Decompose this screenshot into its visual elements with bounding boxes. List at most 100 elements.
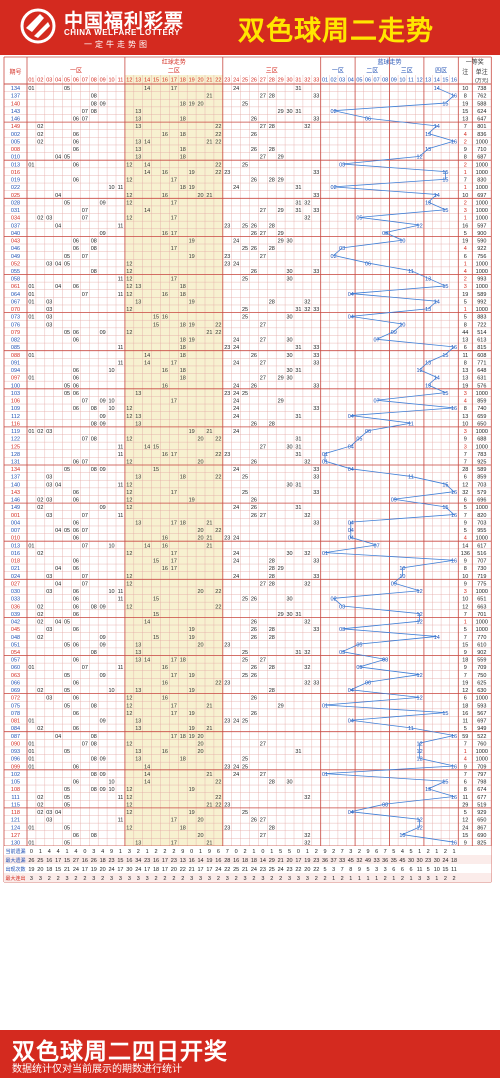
prize-count-cell: 12 xyxy=(462,818,468,824)
prize-amount-cell: 760 xyxy=(477,741,486,747)
red-ball-number: 22 xyxy=(215,322,221,328)
red-ball-number: 25 xyxy=(242,162,248,168)
red-ball-number: 32 xyxy=(304,841,310,847)
prize-count-cell: 5 xyxy=(464,627,467,633)
red-ball-number: 12 xyxy=(126,505,132,511)
stats-red-value: 14 xyxy=(197,858,203,864)
red-ball-number: 12 xyxy=(126,460,132,466)
red-ball-number: 14 xyxy=(144,658,150,664)
red-ball-number: 05 xyxy=(64,620,70,626)
blue-ball-number: 05 xyxy=(356,665,362,671)
prize-amount-cell: 1000 xyxy=(476,261,488,267)
stats-red-value: 2 xyxy=(155,849,158,855)
red-number-header: 19 xyxy=(189,78,195,84)
red-ball-number: 26 xyxy=(251,117,257,123)
prize-count-cell: 3 xyxy=(464,444,467,450)
period-cell: 087 xyxy=(11,734,20,740)
stats-red-value: 16 xyxy=(126,858,132,864)
red-ball-number: 12 xyxy=(126,307,132,313)
red-ball-number: 24 xyxy=(233,86,239,92)
red-ball-number: 09 xyxy=(100,231,106,237)
red-ball-number: 12 xyxy=(126,696,132,702)
red-ball-number: 18 xyxy=(180,338,186,344)
red-ball-number: 13 xyxy=(135,520,141,526)
red-ball-number: 17 xyxy=(171,559,177,565)
stats-red-value: 2 xyxy=(270,876,273,882)
red-ball-number: 09 xyxy=(100,642,106,648)
prize-count-cell: 1 xyxy=(464,307,467,313)
blue-ball-number: 12 xyxy=(417,589,423,595)
stats-red-value: 2 xyxy=(279,876,282,882)
prize-count-cell: 9 xyxy=(464,650,467,656)
red-ball-number: 07 xyxy=(82,543,88,549)
red-ball-number: 33 xyxy=(313,307,319,313)
prize-count-cell: 3 xyxy=(464,589,467,595)
red-ball-number: 01 xyxy=(28,86,34,92)
stats-blue-value: 7 xyxy=(384,849,387,855)
red-ball-number: 29 xyxy=(278,239,284,245)
prize-amount-cell: 859 xyxy=(477,475,486,481)
red-ball-number: 05 xyxy=(64,795,70,801)
stats-red-value: 18 xyxy=(153,867,159,873)
blue-number-header: 16 xyxy=(451,78,457,84)
blue-ball-number: 16 xyxy=(451,490,457,496)
red-ball-number: 18 xyxy=(180,117,186,123)
blue-number-header: 14 xyxy=(434,78,440,84)
red-ball-number: 11 xyxy=(118,223,124,229)
period-cell: 045 xyxy=(11,627,20,633)
stats-red-value: 22 xyxy=(313,867,319,873)
red-ball-number: 28 xyxy=(269,246,275,252)
red-ball-number: 22 xyxy=(215,795,221,801)
stats-red-value: 9 xyxy=(208,849,211,855)
blue-trend-header: 蓝球走势 xyxy=(377,58,401,66)
stats-blue-value: 5 xyxy=(427,867,430,873)
red-ball-number: 26 xyxy=(251,421,257,427)
red-ball-number: 24 xyxy=(233,429,239,435)
period-cell: 072 xyxy=(11,696,20,702)
red-ball-number: 15 xyxy=(153,322,159,328)
prize-count-cell: 6 xyxy=(464,475,467,481)
red-ball-number: 12 xyxy=(126,292,132,298)
prize-count-cell: 5 xyxy=(464,299,467,305)
red-ball-number: 20 xyxy=(197,741,203,747)
stats-blue-value: 2 xyxy=(358,849,361,855)
blue-ball-number: 01 xyxy=(322,772,328,778)
red-ball-number: 18 xyxy=(180,132,186,138)
stats-blue-value: 2 xyxy=(384,876,387,882)
period-cell: 079 xyxy=(11,330,20,336)
prize-count-cell: 18 xyxy=(462,658,468,664)
red-ball-number: 28 xyxy=(269,124,275,130)
red-number-header: 04 xyxy=(55,78,61,84)
red-ball-number: 19 xyxy=(189,673,195,679)
red-ball-number: 18 xyxy=(180,284,186,290)
red-ball-number: 21 xyxy=(206,841,212,847)
stats-blue-value: 6 xyxy=(409,867,412,873)
red-ball-number: 07 xyxy=(82,665,88,671)
period-cell: 134 xyxy=(11,467,20,473)
period-cell: 093 xyxy=(11,749,20,755)
stats-red-value: 26 xyxy=(28,858,34,864)
prize-count-cell: 4 xyxy=(464,246,467,252)
stats-red-value: 2 xyxy=(181,876,184,882)
red-ball-number: 15 xyxy=(153,444,159,450)
period-cell: 069 xyxy=(11,688,20,694)
red-ball-number: 13 xyxy=(135,688,141,694)
period-cell: 031 xyxy=(11,208,20,214)
red-ball-number: 19 xyxy=(189,185,195,191)
red-ball-number: 03 xyxy=(46,307,52,313)
red-ball-number: 01 xyxy=(28,741,34,747)
period-cell: 143 xyxy=(11,490,20,496)
red-ball-number: 30 xyxy=(286,338,292,344)
red-ball-number: 17 xyxy=(171,490,177,496)
red-ball-number: 27 xyxy=(260,444,266,450)
red-ball-number: 20 xyxy=(197,437,203,443)
prize-count-cell: 6 xyxy=(464,345,467,351)
red-ball-number: 22 xyxy=(215,437,221,443)
prize-amount-cell: 922 xyxy=(477,246,486,252)
red-ball-number: 31 xyxy=(295,185,301,191)
period-cell: 019 xyxy=(11,178,20,184)
red-ball-number: 10 xyxy=(108,688,114,694)
stats-red-value: 1 xyxy=(252,849,255,855)
red-ball-number: 07 xyxy=(82,254,88,260)
blue-number-header: 13 xyxy=(425,78,431,84)
